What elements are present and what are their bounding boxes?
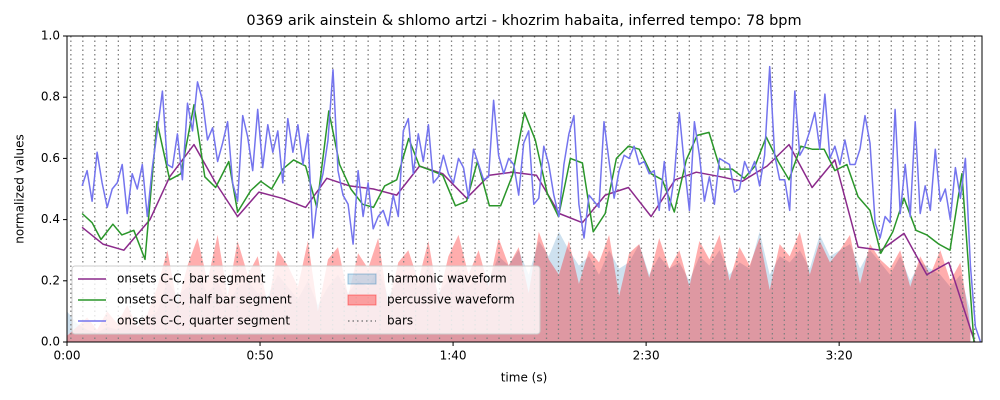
axes-frame: [66, 35, 983, 343]
x-tick-label: 0:50: [247, 349, 274, 363]
y-tick-label: 0.6: [41, 151, 60, 165]
legend-label: onsets C-C, bar segment: [117, 272, 266, 286]
y-tick-label: 0.0: [41, 335, 60, 349]
x-tick-label: 3:20: [826, 349, 853, 363]
y-tick-label: 0.8: [41, 90, 60, 104]
series-line: [81, 65, 982, 343]
y-tick-label: 1.0: [41, 29, 60, 43]
chart-title: 0369 arik ainstein & shlomo artzi - khoz…: [246, 13, 801, 29]
x-tick-label: 0:00: [54, 349, 81, 363]
x-tick-label: 1:40: [440, 349, 467, 363]
y-tick-label: 0.2: [41, 273, 60, 287]
legend-label: onsets C-C, quarter segment: [117, 314, 290, 328]
legend-label: percussive waveform: [387, 293, 515, 307]
series-line: [81, 104, 975, 343]
legend: onsets C-C, bar segment onsets C-C, half …: [71, 265, 541, 335]
y-axis-label: normalized values: [13, 134, 27, 244]
x-tick-label: 2:30: [633, 349, 660, 363]
legend-box: [71, 265, 541, 335]
y-tick-label: 0.4: [41, 212, 60, 226]
legend-label: harmonic waveform: [387, 272, 507, 286]
legend-swatch: [347, 273, 377, 285]
legend-label: bars: [387, 314, 413, 328]
legend-label: onsets C-C, half bar segment: [117, 293, 292, 307]
legend-swatch: [347, 294, 377, 306]
series-line: [81, 143, 976, 343]
x-axis-label: time (s): [501, 371, 548, 385]
